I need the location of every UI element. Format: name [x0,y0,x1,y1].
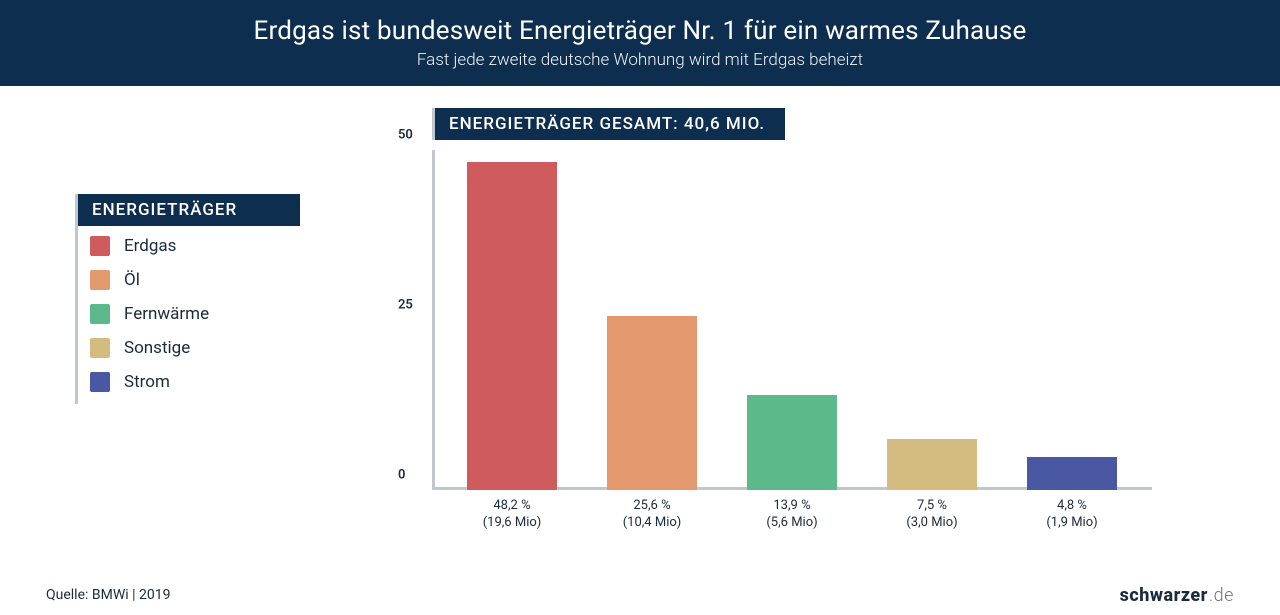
bars-container [432,150,1152,490]
legend-swatch [90,270,110,290]
bar [1027,457,1117,490]
legend-item: Strom [90,372,300,392]
source-text: Quelle: BMWi | 2019 [46,587,170,603]
x-label-absolute: (3,0 Mio) [872,514,992,532]
legend-item: Öl [90,270,300,290]
header: Erdgas ist bundesweit Energieträger Nr. … [0,0,1280,86]
x-label: 25,6 %(10,4 Mio) [592,497,712,532]
x-label-percent: 13,9 % [732,497,852,515]
legend-swatch [90,338,110,358]
bar [467,162,557,490]
brand-logo: schwarzer.de [1120,585,1234,606]
chart-body: ENERGIETRÄGER Erdgas Öl Fernwärme Sonstige S… [0,86,1280,575]
x-label: 4,8 %(1,9 Mio) [1012,497,1132,532]
bar [607,316,697,490]
legend-label: Fernwärme [124,304,209,324]
bar-slot [1027,457,1117,490]
legend-item: Fernwärme [90,304,300,324]
legend-swatch [90,236,110,256]
legend-swatch [90,304,110,324]
legend-title: ENERGIETRÄGER [75,194,300,226]
bar [887,439,977,490]
plot-area: 48,2 %(19,6 Mio)25,6 %(10,4 Mio)13,9 %(5… [432,150,1152,520]
page-title: Erdgas ist bundesweit Energieträger Nr. … [253,16,1026,46]
x-label: 7,5 %(3,0 Mio) [872,497,992,532]
legend: ENERGIETRÄGER Erdgas Öl Fernwärme Sonstige S… [75,194,300,404]
x-label-percent: 7,5 % [872,497,992,515]
brand-tld: .de [1209,585,1234,606]
y-tick: 0 [398,468,405,483]
legend-items: Erdgas Öl Fernwärme Sonstige Strom [75,226,300,404]
x-label-absolute: (5,6 Mio) [732,514,852,532]
x-label-absolute: (10,4 Mio) [592,514,712,532]
x-label-absolute: (19,6 Mio) [452,514,572,532]
y-tick: 25 [398,298,413,313]
legend-label: Sonstige [124,338,190,358]
bar-slot [467,162,557,490]
bar-slot [607,316,697,490]
bar-slot [887,439,977,490]
legend-swatch [90,372,110,392]
legend-item: Sonstige [90,338,300,358]
x-label-percent: 4,8 % [1012,497,1132,515]
bar [747,395,837,490]
legend-label: Erdgas [124,236,176,256]
x-label-absolute: (1,9 Mio) [1012,514,1132,532]
footer: Quelle: BMWi | 2019 schwarzer.de [0,575,1280,615]
legend-label: Strom [124,372,170,392]
chart: ENERGIETRÄGER GESAMT: 40,6 MIO. 48,2 %(1… [432,108,1182,520]
legend-item: Erdgas [90,236,300,256]
x-label: 13,9 %(5,6 Mio) [732,497,852,532]
brand-name: schwarzer [1120,585,1208,606]
chart-title: ENERGIETRÄGER GESAMT: 40,6 MIO. [432,108,785,140]
y-tick: 50 [398,128,413,143]
x-label-percent: 48,2 % [452,497,572,515]
x-labels: 48,2 %(19,6 Mio) 25,6 %(10,4 Mio) 13,9 %(5… [432,497,1152,532]
legend-label: Öl [124,270,140,290]
x-label-percent: 25,6 % [592,497,712,515]
page-subtitle: Fast jede zweite deutsche Wohnung wird m… [417,50,863,70]
bar-slot [747,395,837,490]
x-label: 48,2 %(19,6 Mio) [452,497,572,532]
